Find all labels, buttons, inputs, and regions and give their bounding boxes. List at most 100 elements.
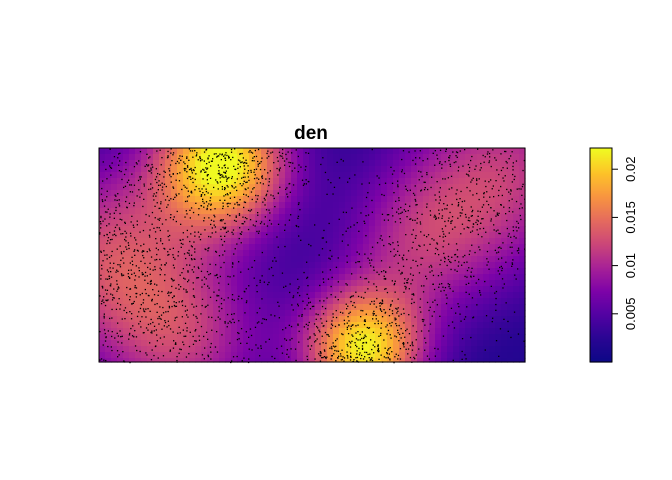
data-point: [407, 348, 410, 350]
heatmap-cell: [519, 244, 526, 251]
heatmap-cell: [375, 316, 382, 323]
data-point: [112, 267, 114, 269]
heatmap-cell: [375, 244, 382, 251]
heatmap-cell: [465, 154, 472, 161]
heatmap-cell: [201, 256, 208, 263]
heatmap-cell: [399, 292, 406, 299]
data-point: [194, 166, 196, 169]
heatmap-cell: [369, 250, 376, 257]
heatmap-cell: [363, 184, 370, 191]
data-point: [233, 313, 235, 315]
data-point: [403, 209, 405, 211]
data-point: [241, 185, 243, 187]
heatmap-cell: [267, 262, 274, 269]
heatmap-cell: [219, 274, 226, 281]
heatmap-cell: [387, 250, 394, 257]
heatmap-cell: [99, 238, 106, 245]
data-point: [390, 325, 392, 327]
heatmap-cell: [153, 208, 160, 215]
heatmap-cell: [195, 160, 202, 167]
data-point: [164, 171, 166, 173]
data-point: [134, 275, 137, 277]
data-point: [261, 175, 263, 177]
data-point: [240, 328, 243, 330]
data-point: [244, 161, 246, 164]
heatmap-cell: [369, 292, 376, 299]
heatmap-cell: [219, 244, 226, 251]
heatmap-cell: [381, 208, 388, 215]
heatmap-cell: [483, 202, 490, 209]
heatmap-cell: [261, 322, 268, 329]
heatmap-cell: [513, 148, 520, 155]
data-point: [116, 224, 118, 226]
heatmap-cell: [303, 172, 310, 179]
data-point: [111, 162, 113, 164]
heatmap-cell: [147, 148, 154, 155]
heatmap-cell: [285, 334, 292, 341]
data-point: [495, 290, 498, 293]
data-point: [376, 242, 379, 244]
heatmap-cell: [495, 214, 502, 221]
data-point: [217, 277, 219, 279]
heatmap-cell: [165, 178, 172, 185]
data-point: [254, 174, 256, 176]
data-point: [398, 324, 400, 327]
heatmap-cell: [165, 238, 172, 245]
data-point: [370, 358, 372, 360]
data-point: [252, 157, 254, 159]
data-point: [298, 164, 300, 166]
heatmap-cell: [225, 328, 232, 335]
data-point: [285, 285, 287, 287]
data-point: [159, 149, 161, 151]
data-point: [155, 192, 158, 194]
heatmap-cell: [255, 250, 262, 257]
heatmap-cell: [495, 250, 502, 257]
heatmap-cell: [153, 184, 160, 191]
heatmap-cell: [279, 262, 286, 269]
data-point: [388, 315, 391, 317]
heatmap-cell: [381, 316, 388, 323]
heatmap-cell: [177, 226, 184, 233]
data-point: [365, 205, 367, 208]
heatmap-cell: [513, 208, 520, 215]
heatmap-cell: [351, 208, 358, 215]
data-point: [117, 322, 119, 324]
heatmap-cell: [267, 256, 274, 263]
heatmap-cell: [435, 232, 442, 239]
data-point: [153, 199, 155, 201]
heatmap-cell: [249, 154, 256, 161]
data-point: [145, 316, 147, 318]
data-point: [375, 318, 377, 320]
heatmap-cell: [231, 352, 238, 359]
data-point: [225, 170, 227, 172]
heatmap-cell: [207, 172, 214, 179]
heatmap-cell: [219, 250, 226, 257]
heatmap-cell: [471, 322, 478, 329]
data-point: [238, 295, 240, 297]
data-point: [426, 203, 428, 205]
data-point: [490, 165, 492, 168]
data-point: [434, 164, 436, 166]
data-point: [400, 206, 402, 209]
data-point: [207, 192, 209, 194]
data-point: [214, 274, 216, 277]
heatmap-cell: [375, 214, 382, 221]
data-point: [229, 202, 231, 205]
heatmap-cell: [273, 334, 280, 341]
data-point: [193, 258, 195, 260]
data-point: [501, 267, 503, 269]
data-point: [120, 251, 122, 253]
heatmap-cell: [129, 250, 136, 257]
heatmap-cell: [381, 202, 388, 209]
data-point: [288, 161, 290, 164]
data-point: [117, 302, 119, 304]
heatmap-cell: [483, 238, 490, 245]
data-point: [181, 300, 184, 302]
data-point: [149, 283, 152, 285]
data-point: [278, 317, 280, 319]
heatmap-cell: [417, 286, 424, 293]
data-point: [441, 209, 443, 211]
heatmap-cell: [321, 190, 328, 197]
data-point: [451, 216, 454, 218]
data-point: [391, 351, 393, 353]
